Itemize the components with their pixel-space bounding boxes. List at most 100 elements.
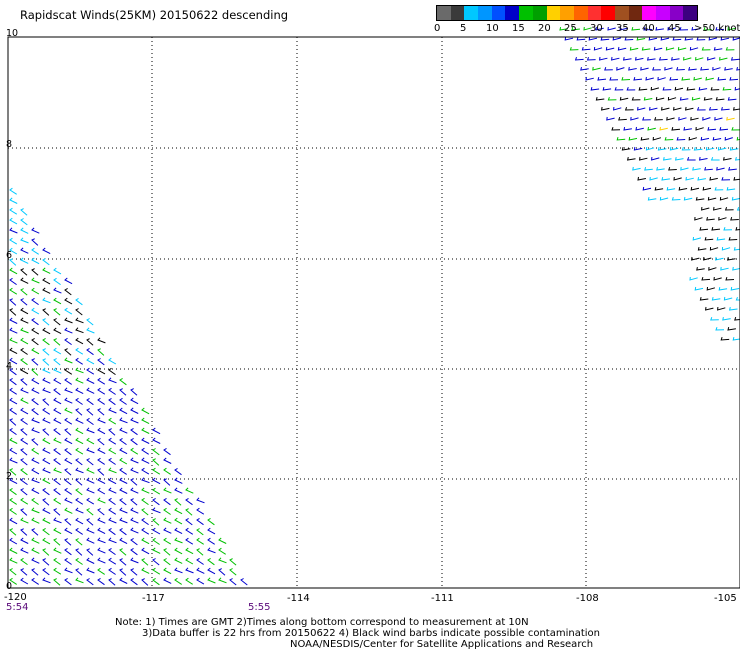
wind-barb [9,207,18,215]
wind-barb [119,527,127,536]
wind-barb [722,156,732,161]
wind-barb [31,247,39,255]
wind-barb [695,196,705,201]
wind-barb [694,216,703,221]
wind-barb [31,417,40,424]
wind-barb [31,287,40,295]
wind-barb [97,537,106,544]
wind-barb [53,527,62,535]
wind-barb [611,56,620,61]
wind-barb [64,397,73,404]
wind-barb [75,387,84,395]
wind-barb [710,87,720,91]
wind-barb [649,176,658,181]
wind-barb [683,56,692,61]
wind-barb [720,106,730,111]
wind-barb [42,377,51,384]
wind-barb [31,397,39,406]
wind-barb [97,487,106,495]
wind-barb [31,438,39,446]
wind-barb [593,46,603,51]
chart-title: Rapidscat Winds(25KM) 20150622 descendin… [20,8,289,22]
wind-barb [695,56,704,61]
wind-barb [86,437,95,445]
wind-barb [130,507,139,514]
wind-barb [86,367,95,375]
wind-barb [20,488,28,496]
wind-barb [86,527,95,534]
wind-barb [718,286,728,291]
wind-barb [53,308,61,316]
wind-barb [185,497,193,506]
wind-barb [174,577,182,585]
legend-swatch [614,6,629,20]
wind-barb [9,267,18,275]
wind-barb [20,477,28,486]
x-tick-114w: -114 [287,593,310,604]
color-legend: 0 5 10 15 20 25 30 35 40 45 >50 knots [434,5,740,34]
wind-barb [53,557,61,565]
wind-barb [9,437,18,444]
legend-swatch [437,6,451,20]
wind-barb [616,66,625,71]
wind-barb [53,397,62,405]
wind-barb [656,166,665,171]
wind-barb [119,417,128,424]
wind-barb [119,517,128,524]
wind-barb [174,487,183,494]
wind-barb [719,196,729,201]
wind-barb [9,317,18,324]
legend-swatch [546,6,561,20]
wind-barb [693,146,703,151]
wind-barb [97,427,106,435]
wind-barb [681,147,691,151]
wind-barb [20,357,28,366]
wind-barb [666,116,675,121]
wind-barb [108,377,117,384]
wind-barb [680,166,689,171]
x-tick-120w: -120 [4,592,27,603]
wind-barb [86,387,95,394]
wind-barb [196,557,204,565]
wind-barb [20,307,29,315]
wind-barb [690,186,700,191]
wind-barb [163,548,171,556]
wind-barb [53,447,61,456]
wind-barb [9,477,18,485]
wind-barb [9,197,18,204]
wind-barb [652,67,661,71]
legend-swatch [532,6,547,20]
wind-barb [86,497,95,505]
wind-barb [650,86,660,91]
wind-barb [20,347,28,355]
wind-barb [130,498,138,506]
wind-barb [725,47,735,51]
wind-barb [9,528,17,536]
wind-barb [218,568,226,576]
wind-barb [42,567,50,576]
wind-barb [141,517,149,526]
wind-barb [152,558,160,566]
wind-barb [685,176,694,181]
wind-barb [53,517,62,524]
wind-barb [733,176,740,181]
wind-barb [679,96,689,101]
wind-barb [86,318,94,326]
wind-barb [9,557,18,564]
wind-barb [673,106,682,111]
wind-barb [152,518,160,526]
wind-barb [571,26,580,31]
wind-barb [42,537,51,545]
wind-barb [31,457,40,464]
wind-barb [726,256,736,261]
lat-lon-grid [8,37,740,588]
wind-barb [723,296,733,301]
wind-barb [31,238,39,246]
wind-barb [617,46,627,51]
wind-barb [152,547,161,554]
wind-barb [97,417,106,424]
wind-barb [196,577,205,585]
wind-barb [653,46,663,51]
wind-barb [676,66,685,71]
wind-barb [585,76,594,81]
